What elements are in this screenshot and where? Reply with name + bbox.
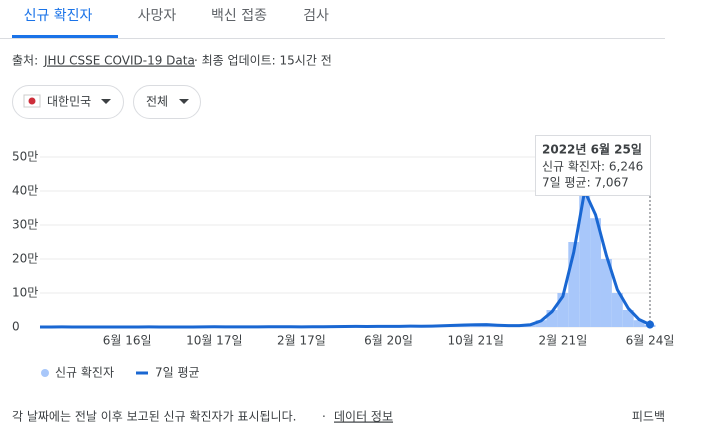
tooltip-avg: 7일 평균: 7,067	[542, 176, 629, 190]
chart: 0 10만 20만 30만 40만 50만 6월 16일 10월 17일 2월 17일 6월 20…	[12, 136, 674, 380]
legend-label: 7일 평균	[155, 366, 200, 380]
tab[interactable]: 사망자	[138, 8, 177, 24]
y-tick-label: 0	[12, 320, 20, 334]
x-tick-label: 6월 24일	[626, 334, 675, 348]
y-tick-label: 30만	[12, 218, 38, 232]
tab[interactable]: 검사	[303, 8, 329, 24]
separator-dot: ·	[322, 410, 326, 424]
y-tick-label: 50만	[12, 150, 38, 164]
updated: · 최종 업데이트: 15시간 전	[194, 54, 332, 68]
hover-dot	[646, 321, 654, 329]
region: 전체	[146, 95, 168, 109]
country: 대한민국	[47, 95, 91, 109]
tooltip-new: 신규 확진자: 6,246	[542, 160, 643, 174]
source-link[interactable]: JHU CSSE COVID-19 Data	[43, 54, 195, 68]
tab[interactable]: 백신 접종	[211, 8, 267, 24]
legend-label: 신규 확진자	[55, 366, 114, 380]
tooltip-date: 2022년 6월 25일	[542, 142, 642, 157]
feedback[interactable]: 피드백	[632, 410, 665, 424]
x-tick-label: 6월 16일	[103, 334, 152, 348]
x-tick-label: 2월 17일	[277, 334, 326, 348]
data-info-link[interactable]: 데이터 정보	[334, 410, 393, 424]
x-tick-label: 10월 21일	[447, 334, 503, 348]
footer-note: 각 날짜에는 전날 이후 보고된 신규 확진자가 표시됩니다.	[12, 410, 296, 424]
source-label: 출처:	[12, 54, 38, 68]
x-tick-label: 10월 17일	[186, 334, 242, 348]
y-tick-label: 20만	[12, 252, 38, 266]
y-tick-label: 40만	[12, 184, 38, 198]
x-tick-label: 2월 21일	[538, 334, 587, 348]
y-tick-label: 10만	[12, 286, 38, 300]
x-tick-label: 6월 20일	[364, 334, 413, 348]
tab[interactable]: 신규 확진자	[24, 8, 93, 24]
tab-indicator	[12, 35, 118, 38]
flag-circle	[29, 98, 36, 105]
legend-swatch	[41, 369, 49, 377]
